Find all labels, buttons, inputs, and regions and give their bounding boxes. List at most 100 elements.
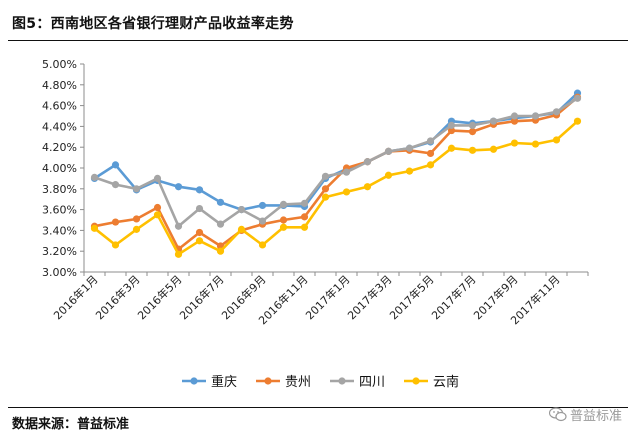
chart-axes [83, 64, 588, 273]
data-point [216, 198, 225, 206]
data-point [447, 126, 456, 135]
x-tick-label: 2017年1月 [302, 272, 352, 322]
legend-label: 重庆 [211, 374, 237, 390]
data-point [405, 144, 414, 152]
y-tick-label: 5.00% [42, 58, 77, 71]
y-tick-label: 3.00% [42, 266, 77, 279]
data-point [363, 158, 372, 166]
data-point [216, 247, 225, 255]
data-point [132, 185, 141, 193]
x-tick-label: 2017年7月 [428, 272, 478, 322]
data-point [384, 147, 393, 155]
legend-swatch-marker [338, 377, 346, 385]
y-tick-label: 4.40% [42, 120, 77, 133]
data-point [489, 145, 498, 153]
wechat-logo-icon [548, 407, 567, 422]
data-point [132, 215, 141, 223]
series-line [94, 97, 579, 228]
y-tick-label: 4.00% [42, 162, 77, 175]
x-tick-label: 2016年7月 [176, 272, 226, 322]
data-point [195, 237, 204, 245]
y-tick-label: 3.80% [42, 183, 77, 196]
data-point [153, 203, 162, 212]
data-point [258, 241, 267, 249]
data-point [195, 204, 204, 213]
legend-swatch-marker [412, 377, 420, 385]
chart-legend: 重庆 贵州 四川 云南 [182, 374, 459, 390]
data-point [468, 146, 477, 154]
data-point [279, 223, 288, 231]
y-tick-label: 3.60% [42, 204, 77, 217]
y-tick-label: 4.60% [42, 100, 77, 113]
legend-swatch-marker [190, 377, 198, 385]
x-tick-label: 2017年5月 [386, 272, 436, 322]
data-point [90, 173, 99, 181]
legend-label: 贵州 [285, 375, 311, 390]
data-point [321, 193, 330, 201]
chart-series [90, 89, 582, 258]
data-point [258, 201, 267, 210]
data-point [426, 161, 435, 169]
data-point [468, 121, 477, 129]
data-point [111, 181, 120, 189]
data-point [447, 144, 456, 152]
data-point [510, 139, 519, 147]
y-tick-label: 4.20% [42, 141, 77, 154]
data-point [321, 172, 330, 180]
data-point [132, 225, 141, 233]
data-point [363, 183, 372, 191]
data-point [510, 117, 519, 125]
data-point [111, 241, 120, 249]
data-point [174, 183, 183, 191]
data-point [237, 206, 246, 214]
y-tick-label: 4.80% [42, 79, 77, 92]
legend-item: 贵州 [256, 375, 311, 390]
footer-divider [8, 407, 628, 408]
data-point [426, 137, 435, 145]
data-point [153, 174, 162, 182]
watermark-text: 普益标准 [569, 409, 622, 424]
data-point [237, 225, 246, 233]
data-point [384, 171, 393, 179]
legend-item: 四川 [330, 375, 385, 390]
y-axis-ticks: 3.00% 3.20% 3.40% 3.60% 3.80% 4.00% 4.20% 4.40%… [42, 58, 84, 279]
title-divider [8, 40, 628, 41]
x-tick-label: 2016年1月 [50, 272, 100, 322]
series-四川 [90, 94, 582, 230]
data-point [342, 168, 351, 176]
legend-swatch-marker [264, 377, 272, 385]
figure-title: 图5：西南地区各省银行理财产品收益率走势 [12, 16, 294, 32]
series-line [93, 120, 579, 256]
data-point [552, 108, 561, 116]
y-tick-label: 3.40% [42, 224, 77, 237]
data-point [216, 220, 225, 228]
y-tick-label: 3.20% [42, 245, 77, 258]
data-point [300, 199, 309, 207]
data-point [573, 94, 582, 102]
data-point [405, 167, 414, 175]
data-point [174, 222, 183, 230]
data-point [153, 211, 162, 219]
data-point [279, 216, 288, 224]
legend-label: 四川 [359, 375, 385, 390]
data-point [573, 117, 582, 125]
data-point [300, 213, 309, 221]
x-tick-label: 2017年3月 [344, 272, 394, 322]
data-point [552, 136, 561, 144]
data-point [195, 186, 204, 194]
data-point [111, 161, 120, 169]
data-point [447, 121, 456, 129]
data-point [321, 185, 330, 193]
series-云南 [90, 117, 582, 258]
data-point [195, 228, 204, 237]
line-chart: 3.00% 3.20% 3.40% 3.60% 3.80% 4.00% 4.20% 4.40%… [42, 58, 589, 390]
data-point [531, 140, 540, 148]
watermark: 普益标准 [548, 405, 622, 424]
legend-item: 云南 [404, 374, 459, 390]
x-tick-label: 2016年3月 [92, 272, 142, 322]
x-axis-ticks: 2016年1月2016年3月2016年5月2016年7月2016年9月2016年… [50, 272, 589, 327]
data-point [279, 200, 288, 208]
data-point [342, 188, 351, 196]
data-point [531, 112, 540, 120]
legend-item: 重庆 [182, 374, 237, 390]
